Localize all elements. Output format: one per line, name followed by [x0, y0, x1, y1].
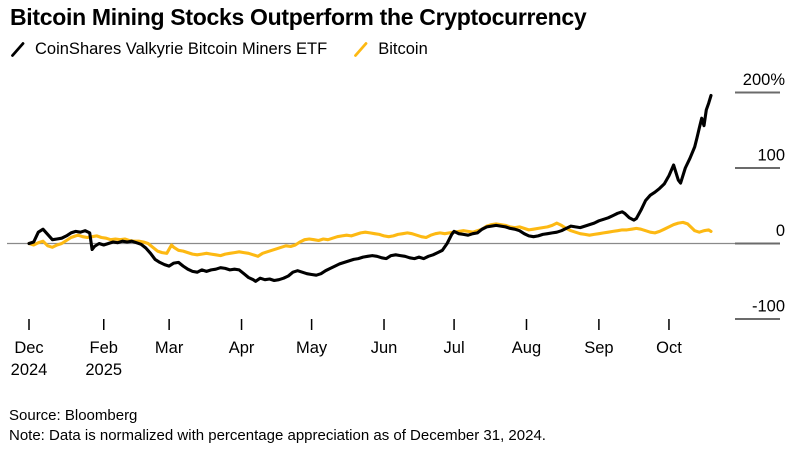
x-axis-label: Oct [656, 339, 682, 357]
series-bitcoin-line [27, 220, 713, 258]
legend-item-bitcoin: Bitcoin [353, 40, 428, 59]
chart-title: Bitcoin Mining Stocks Outperform the Cry… [10, 4, 587, 30]
x-axis-label: Mar [155, 339, 184, 357]
legend-label-bitcoin: Bitcoin [378, 40, 428, 58]
x-axis-label: Sep [584, 339, 613, 357]
series-etf-line [27, 93, 713, 283]
x-axis-label: Jul [444, 339, 465, 357]
y-axis-label: -100 [752, 298, 785, 316]
x-axis-label: Apr [229, 339, 255, 357]
note-text: Note: Data is normalized with percentage… [9, 427, 546, 444]
x-axis-label: May [296, 339, 328, 357]
source-text: Source: Bloomberg [9, 407, 138, 424]
x-axis-label: Dec [14, 339, 43, 357]
y-axis-label: 100 [757, 147, 785, 165]
legend-item-etf: CoinShares Valkyrie Bitcoin Miners ETF [10, 40, 327, 59]
x-axis-year-label: 2024 [11, 361, 48, 379]
y-axis-label: 0 [776, 222, 785, 240]
chart-footer: Source: Bloomberg Note: Data is normaliz… [9, 406, 546, 446]
x-axis-year-label: 2025 [85, 361, 122, 379]
x-axis-label: Feb [90, 339, 118, 357]
y-axis-label: 200% [743, 71, 786, 89]
bitcoin-line-swatch-icon [354, 42, 368, 57]
x-axis-label: Jun [371, 339, 398, 357]
chart-legend: CoinShares Valkyrie Bitcoin Miners ETF B… [10, 40, 428, 59]
x-axis-label: Aug [512, 339, 541, 357]
legend-label-etf: CoinShares Valkyrie Bitcoin Miners ETF [35, 40, 328, 58]
etf-line-swatch-icon [11, 42, 25, 57]
